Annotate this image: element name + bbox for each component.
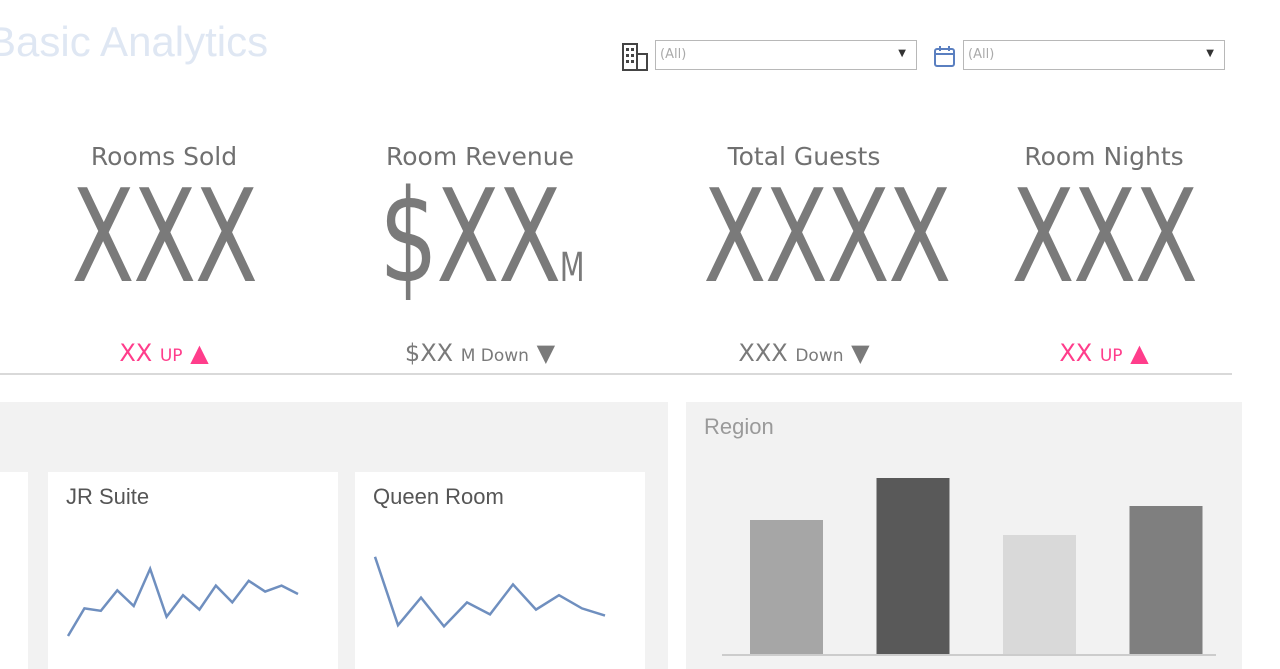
kpi-change-value: XX bbox=[119, 339, 153, 367]
kpi-value: $XXM bbox=[379, 173, 585, 333]
kpi-change-value: XXX bbox=[738, 339, 788, 367]
sparkline-chart bbox=[373, 556, 606, 629]
kpi-value-text: XXXX bbox=[703, 163, 951, 312]
room-card-jr-suite[interactable]: JR Suite bbox=[48, 472, 338, 669]
date-filter-select[interactable]: (All) ▼ bbox=[963, 40, 1225, 70]
triangle-down-icon: ▼ bbox=[536, 339, 556, 367]
kpi-change: $XX M Down ▼ bbox=[340, 339, 620, 367]
kpi-change: XX UP ▲ bbox=[964, 339, 1244, 367]
kpi-label: Total Guests bbox=[727, 142, 881, 171]
room-type-panel: JR Suite Queen Room bbox=[0, 402, 668, 669]
kpi-room-nights: Room Nights XXX XX UP ▲ bbox=[964, 142, 1244, 367]
kpi-value-text: XXX bbox=[71, 163, 258, 312]
kpi-value: XXX bbox=[1003, 173, 1205, 333]
kpi-total-guests: Total Guests XXXX XXX Down ▼ bbox=[664, 142, 951, 367]
kpi-change: XXX Down ▼ bbox=[664, 339, 944, 367]
kpi-value: XXX bbox=[63, 173, 265, 333]
room-card-title: JR Suite bbox=[66, 484, 150, 509]
kpi-value-text: XXX bbox=[1011, 163, 1198, 312]
kpi-change-text: M Down bbox=[460, 346, 529, 366]
triangle-down-icon: ▼ bbox=[851, 339, 870, 367]
page-title: Basic Analytics bbox=[0, 18, 269, 65]
kpi-label: Room Revenue bbox=[385, 142, 574, 171]
sparkline bbox=[373, 556, 606, 629]
kpi-unit: M bbox=[559, 245, 585, 291]
triangle-up-icon: ▲ bbox=[1130, 339, 1149, 367]
kpi-change: XX UP ▲ bbox=[24, 339, 304, 367]
kpi-change-text: Down bbox=[795, 346, 844, 366]
room-card-title: Queen Room bbox=[373, 484, 504, 509]
chevron-down-icon: ▼ bbox=[898, 48, 906, 59]
kpi-change-text: UP bbox=[1099, 346, 1123, 366]
sparkline-chart bbox=[66, 565, 299, 637]
region-bar[interactable] bbox=[1129, 506, 1203, 655]
property-filter-select[interactable]: (All) ▼ bbox=[655, 40, 917, 70]
building-icon bbox=[622, 43, 648, 71]
region-bar[interactable] bbox=[876, 478, 950, 655]
kpi-label: Rooms Sold bbox=[90, 142, 238, 171]
region-bar[interactable] bbox=[1003, 535, 1076, 655]
room-card-partial bbox=[0, 472, 28, 669]
kpi-rooms-sold: Rooms Sold XXX XX UP ▲ bbox=[24, 142, 304, 367]
kpi-change-value: $XX bbox=[404, 339, 454, 367]
triangle-up-icon: ▲ bbox=[190, 339, 209, 367]
region-panel: Region bbox=[686, 402, 1242, 669]
kpi-value: XXXX bbox=[703, 173, 951, 333]
divider bbox=[0, 373, 1232, 375]
region-bar-chart bbox=[722, 478, 1216, 656]
region-title: Region bbox=[704, 414, 774, 439]
region-bar[interactable] bbox=[750, 520, 823, 655]
property-filter-value: (All) bbox=[660, 47, 687, 62]
sparkline bbox=[66, 565, 299, 637]
calendar-icon bbox=[934, 46, 955, 67]
kpi-change-text: UP bbox=[159, 346, 183, 366]
kpi-label: Room Nights bbox=[1024, 142, 1184, 171]
kpi-room-revenue: Room Revenue $XXM $XX M Down ▼ bbox=[340, 142, 620, 367]
room-card-queen-room[interactable]: Queen Room bbox=[355, 472, 645, 669]
kpi-change-value: XX bbox=[1059, 339, 1093, 367]
date-filter-value: (All) bbox=[968, 47, 995, 62]
kpi-value-text: $XX bbox=[379, 163, 561, 312]
chevron-down-icon: ▼ bbox=[1206, 48, 1214, 59]
